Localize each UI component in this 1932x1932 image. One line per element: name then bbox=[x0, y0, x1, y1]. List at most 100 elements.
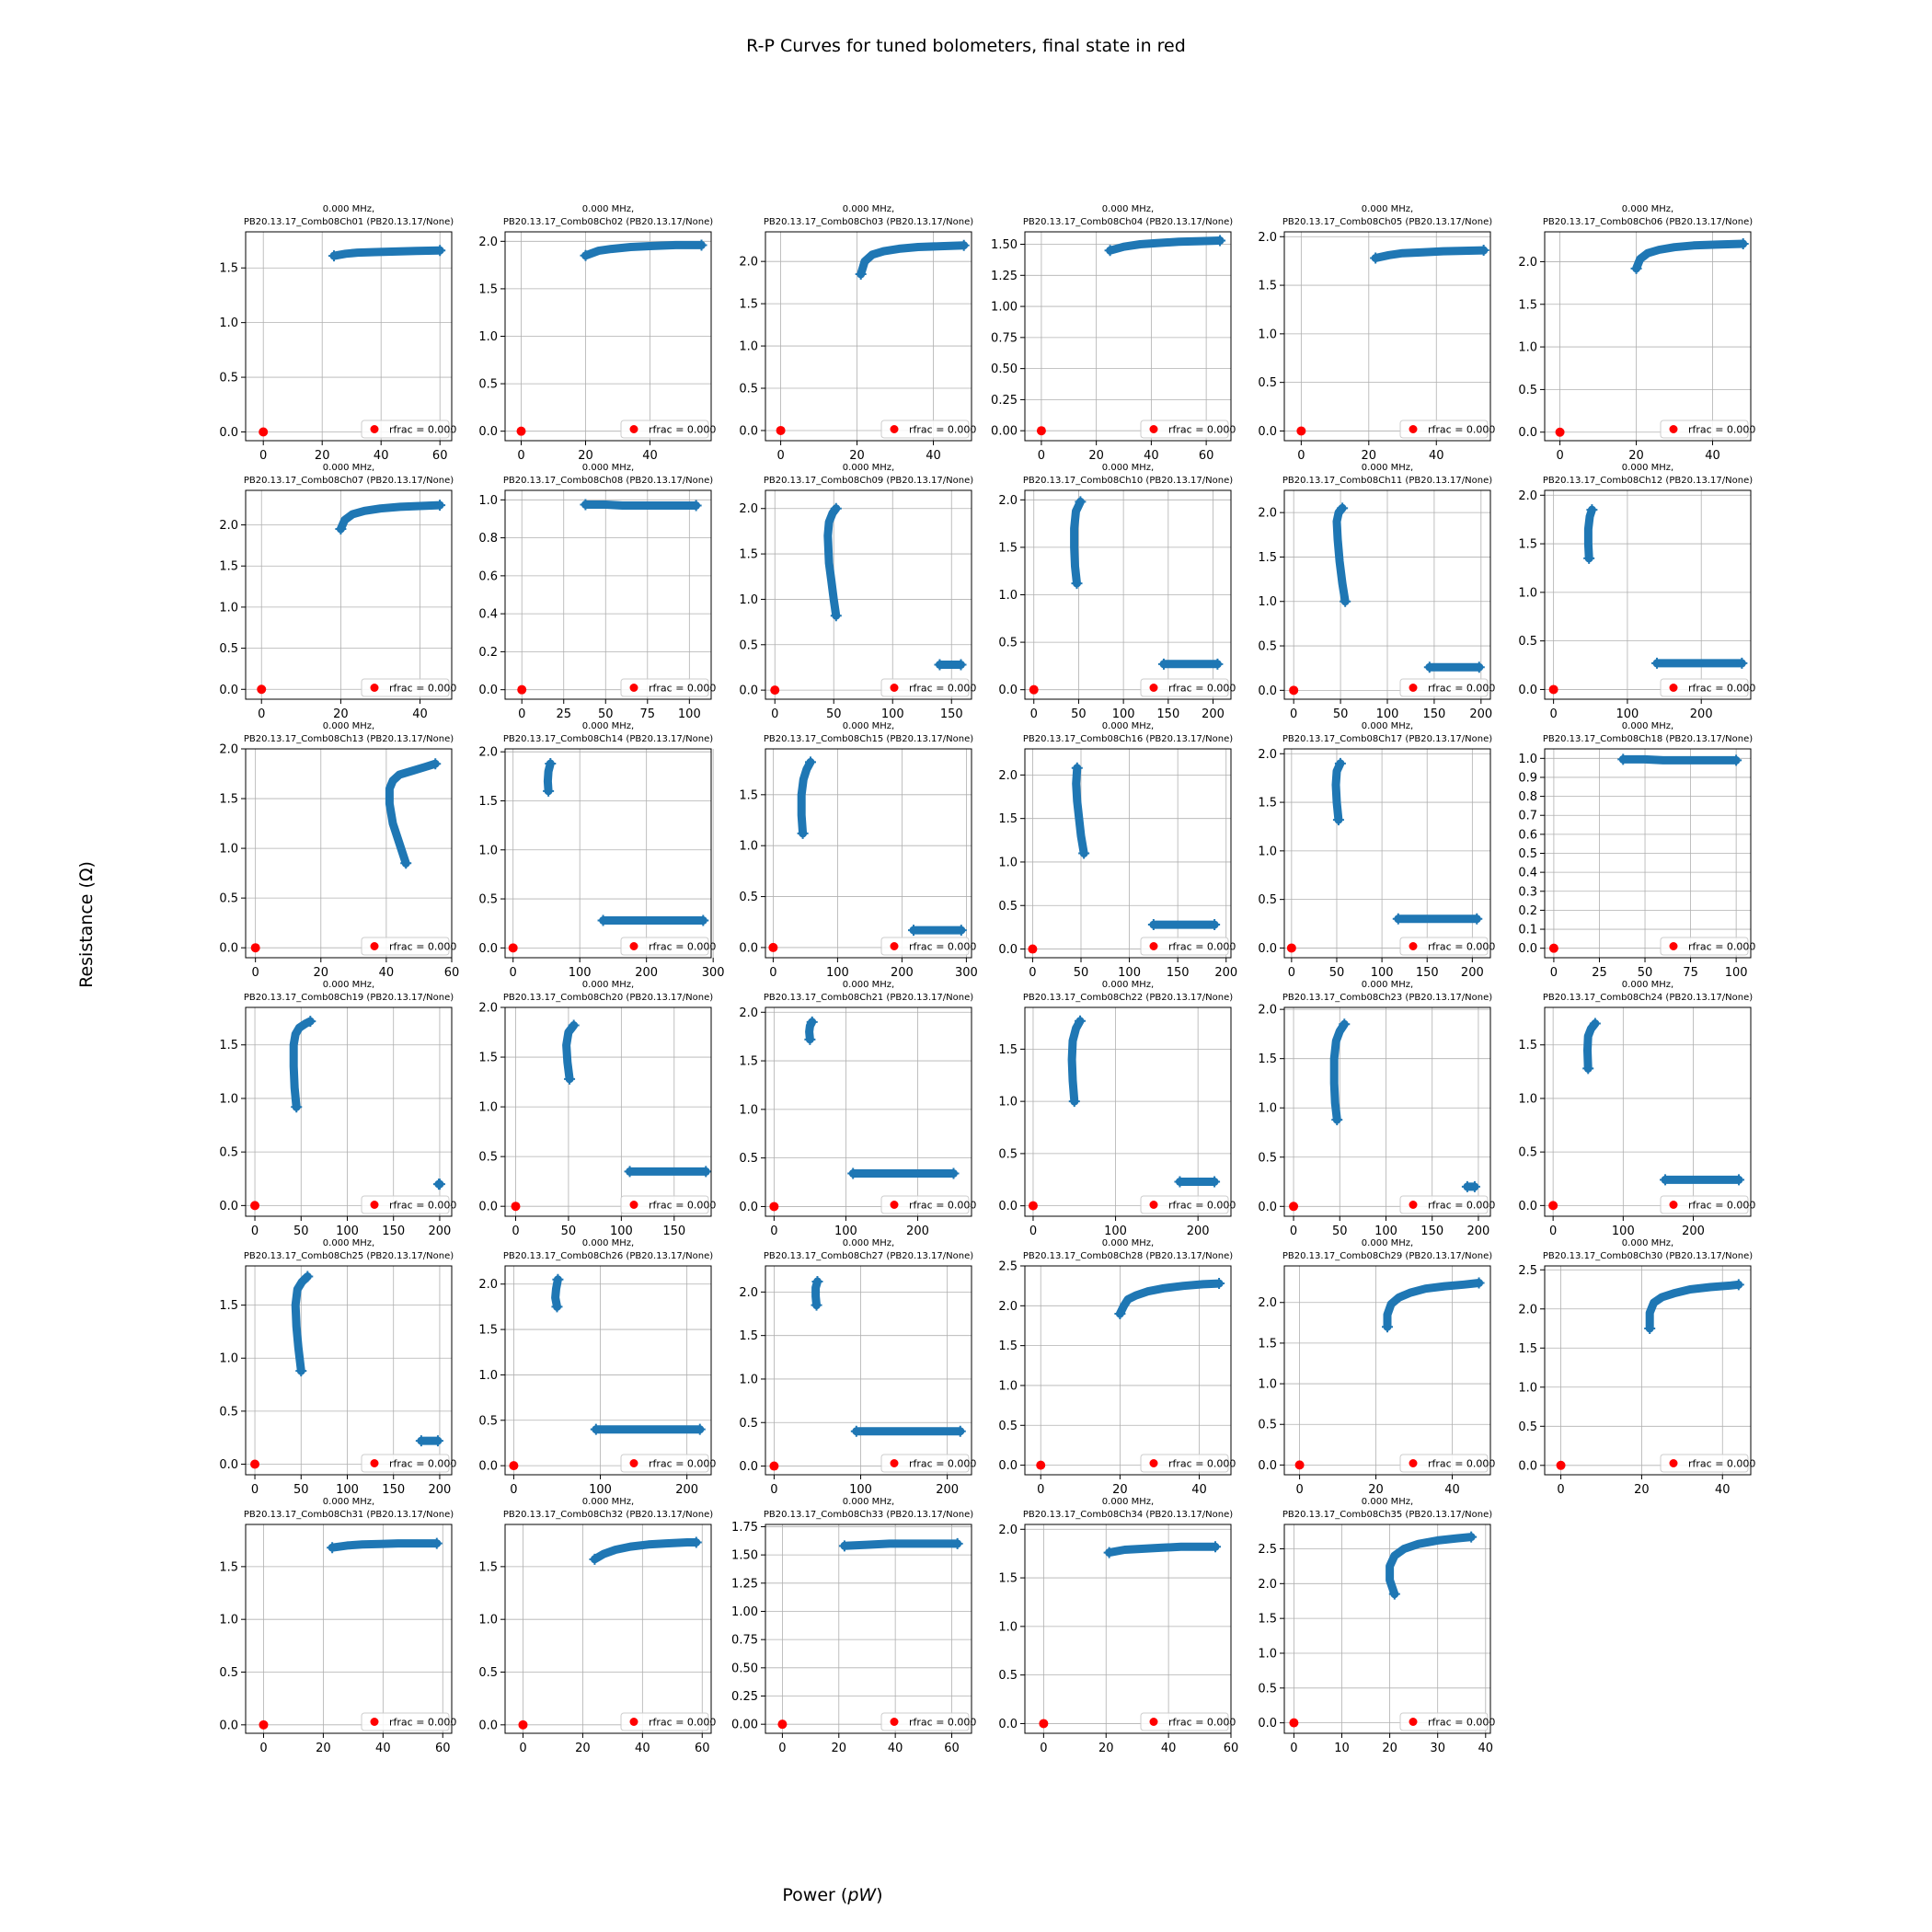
y-tick-label: 1.5 bbox=[739, 548, 758, 562]
x-tick-label: 0 bbox=[259, 449, 267, 463]
legend-marker bbox=[370, 684, 379, 692]
final-state-point bbox=[776, 425, 786, 435]
y-tick-label: 0.0 bbox=[739, 684, 758, 698]
y-tick-label: 1.5 bbox=[478, 1560, 498, 1574]
y-tick-label: 1.5 bbox=[478, 282, 498, 296]
axes-frame bbox=[245, 1265, 453, 1476]
legend-label: rfrac = 0.000 bbox=[1168, 1717, 1236, 1729]
rp-curve bbox=[1105, 1542, 1220, 1558]
legend-box bbox=[620, 1454, 709, 1473]
final-state-point bbox=[1286, 943, 1296, 953]
y-tick-label: 0.4 bbox=[478, 608, 498, 622]
rp-curve-endpoint bbox=[1651, 657, 1663, 669]
axes-frame bbox=[765, 1006, 972, 1217]
subplot: 0.000 MHz, PB20.13.17_Comb08Ch14 (PB20.13… bbox=[478, 721, 724, 980]
rp-curve-endpoint bbox=[1737, 237, 1749, 249]
y-tick-label: 0.0 bbox=[219, 1200, 238, 1213]
subplot-title-frequency: 0.000 MHz, bbox=[1102, 1497, 1154, 1507]
legend-marker bbox=[629, 942, 638, 950]
y-tick-label: 2.0 bbox=[998, 769, 1018, 783]
subplot-title-channel: PB20.13.17_Comb08Ch15 (PB20.13.17/None) bbox=[764, 734, 973, 744]
x-tick-label: 20 bbox=[1628, 449, 1644, 463]
subplot-title-channel: PB20.13.17_Comb08Ch12 (PB20.13.17/None) bbox=[1543, 476, 1753, 486]
y-tick-label: 1.0 bbox=[1518, 1092, 1537, 1106]
rp-curve bbox=[1632, 239, 1748, 273]
y-tick-label: 1.5 bbox=[1258, 1613, 1277, 1627]
subplot: 0.000 MHz, PB20.13.17_Comb08Ch10 (PB20.13… bbox=[998, 463, 1236, 721]
rp-curve-endpoint bbox=[552, 1273, 564, 1285]
y-tick-label: 2.0 bbox=[1258, 1578, 1277, 1592]
y-tick-label: 0.0 bbox=[219, 426, 238, 440]
final-state-point bbox=[1548, 1201, 1558, 1211]
legend-label: rfrac = 0.000 bbox=[1688, 424, 1755, 436]
x-tick-label: 0 bbox=[1557, 1483, 1564, 1497]
y-tick-label: 0.2 bbox=[478, 646, 498, 660]
legend-marker bbox=[1149, 1201, 1158, 1209]
subplot-title-channel: PB20.13.17_Comb08Ch27 (PB20.13.17/None) bbox=[764, 1251, 973, 1261]
rp-curve-endpoint bbox=[797, 827, 809, 839]
y-tick-label: 0.0 bbox=[998, 684, 1018, 697]
y-tick-label: 0.25 bbox=[991, 394, 1018, 408]
rp-curve-endpoint bbox=[1582, 1063, 1594, 1075]
final-state-point bbox=[259, 1719, 269, 1730]
legend-box bbox=[361, 1454, 450, 1473]
legend-box bbox=[1399, 1454, 1489, 1473]
final-state-point bbox=[1296, 426, 1306, 436]
rp-curve-endpoint bbox=[431, 1435, 443, 1447]
x-tick-label: 150 bbox=[1422, 707, 1445, 721]
y-tick-label: 1.50 bbox=[731, 1549, 758, 1563]
x-tick-label: 40 bbox=[1444, 1483, 1460, 1497]
rp-curve-endpoint bbox=[580, 499, 592, 511]
legend-label: rfrac = 0.000 bbox=[1688, 941, 1755, 953]
legend-marker bbox=[890, 425, 899, 433]
y-tick-label: 0.7 bbox=[1518, 810, 1537, 823]
rp-curve bbox=[328, 1539, 442, 1552]
legend-box bbox=[1660, 420, 1749, 439]
y-tick-label: 2.0 bbox=[998, 494, 1018, 508]
subplot-title-channel: PB20.13.17_Comb08Ch19 (PB20.13.17/None) bbox=[244, 993, 454, 1003]
rp-curve-endpoint bbox=[1617, 753, 1629, 765]
y-tick-label: 0.0 bbox=[1518, 684, 1537, 697]
rp-curve-endpoint bbox=[1174, 1176, 1186, 1188]
rp-curve-endpoint bbox=[1473, 1277, 1485, 1289]
legend-label: rfrac = 0.000 bbox=[909, 941, 976, 953]
x-tick-label: 20 bbox=[314, 966, 329, 980]
y-tick-label: 1.5 bbox=[1258, 280, 1277, 293]
axes-frame bbox=[765, 1265, 972, 1476]
final-state-point bbox=[259, 427, 269, 437]
rp-curve bbox=[1072, 764, 1088, 857]
x-tick-label: 150 bbox=[382, 1483, 405, 1497]
x-tick-label: 40 bbox=[926, 449, 941, 463]
y-tick-label: 1.5 bbox=[478, 795, 498, 809]
axes-frame bbox=[245, 231, 453, 442]
legend-label: rfrac = 0.000 bbox=[1428, 941, 1495, 953]
y-tick-label: 1.0 bbox=[739, 840, 758, 854]
y-tick-label: 0.0 bbox=[1518, 426, 1537, 440]
subplot-title-frequency: 0.000 MHz, bbox=[1622, 204, 1673, 214]
legend-label: rfrac = 0.000 bbox=[389, 941, 456, 953]
legend-box bbox=[880, 937, 970, 956]
rp-curve bbox=[385, 759, 440, 868]
x-tick-label: 20 bbox=[832, 1742, 847, 1755]
y-tick-label: 2.0 bbox=[739, 256, 758, 270]
subplot-title-frequency: 0.000 MHz, bbox=[1102, 721, 1154, 731]
legend-box bbox=[620, 678, 709, 697]
final-state-point bbox=[250, 1201, 260, 1211]
final-state-point bbox=[517, 684, 527, 695]
legend-label: rfrac = 0.000 bbox=[389, 424, 456, 436]
y-tick-label: 0.8 bbox=[1518, 790, 1537, 804]
x-tick-label: 200 bbox=[891, 966, 914, 980]
y-tick-label: 0.4 bbox=[1518, 867, 1537, 880]
x-tick-label: 40 bbox=[1191, 1483, 1207, 1497]
y-tick-label: 0.5 bbox=[478, 1151, 498, 1165]
x-tick-label: 100 bbox=[1616, 707, 1639, 721]
rp-curve-endpoint bbox=[1339, 1018, 1351, 1030]
subplot-title-channel: PB20.13.17_Comb08Ch05 (PB20.13.17/None) bbox=[1282, 217, 1492, 227]
x-tick-label: 40 bbox=[412, 707, 428, 721]
x-tick-label: 200 bbox=[429, 1483, 452, 1497]
x-tick-label: 0 bbox=[251, 1225, 259, 1238]
final-state-point bbox=[257, 684, 267, 695]
y-tick-label: 1.00 bbox=[991, 301, 1018, 315]
rp-curve-endpoint bbox=[697, 914, 709, 926]
x-tick-label: 0 bbox=[1029, 1225, 1037, 1238]
